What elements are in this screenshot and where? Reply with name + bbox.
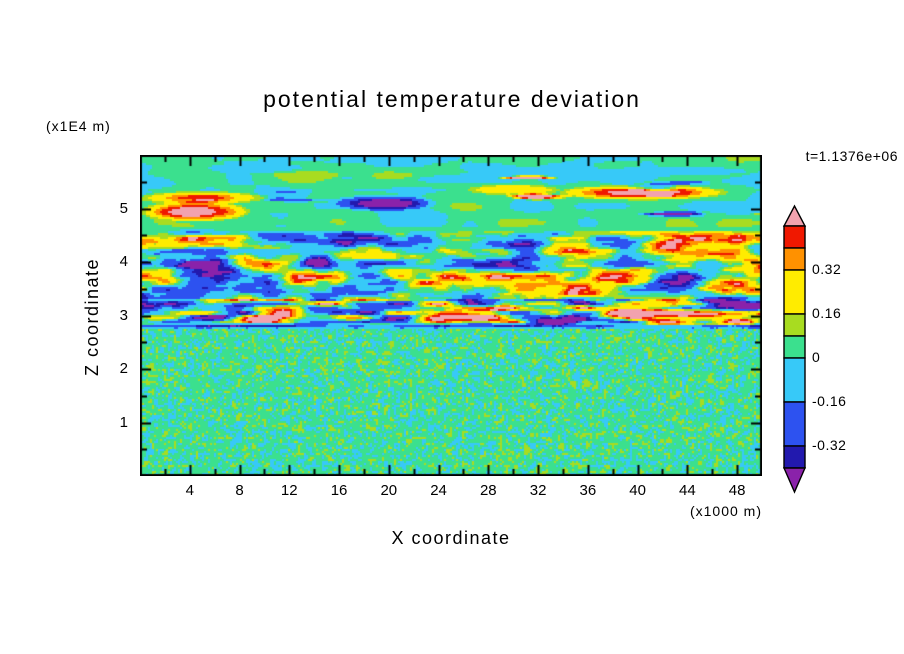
colorbar-label: 0.16 bbox=[812, 305, 842, 321]
x-tick-label: 16 bbox=[330, 482, 348, 499]
y-tick-label: 4 bbox=[119, 253, 128, 270]
x-tick-label: 24 bbox=[430, 482, 447, 499]
colorbar-label: -0.32 bbox=[812, 437, 847, 453]
x-axis-title: X coordinate bbox=[391, 528, 511, 548]
colorbar-segment bbox=[783, 313, 806, 337]
time-annotation: t=1.1376e+06 bbox=[805, 148, 898, 164]
x-tick-label: 20 bbox=[380, 482, 398, 499]
y-axis-unit-label: (x1E4 m) bbox=[46, 118, 111, 134]
x-tick-label: 44 bbox=[679, 482, 696, 499]
x-tick-label: 12 bbox=[280, 482, 298, 499]
colorbar-arrow-top bbox=[782, 204, 807, 227]
colorbar-segment bbox=[783, 269, 806, 315]
y-tick-label: 3 bbox=[119, 306, 128, 324]
colorbar-segment bbox=[783, 445, 806, 469]
y-tick-label: 1 bbox=[119, 413, 128, 431]
x-tick-label: 4 bbox=[185, 482, 194, 499]
colorbar-segment bbox=[783, 247, 806, 271]
x-tick-label: 48 bbox=[728, 482, 746, 499]
colorbar-label: 0 bbox=[812, 349, 821, 365]
x-tick-label: 36 bbox=[579, 482, 597, 499]
colorbar-label: -0.16 bbox=[812, 393, 847, 409]
x-tick-label: 40 bbox=[629, 482, 646, 499]
colorbar-arrow-bottom bbox=[782, 467, 807, 494]
x-tick-label: 32 bbox=[529, 482, 547, 499]
x-tick-label: 28 bbox=[479, 482, 497, 499]
colorbar-segment bbox=[783, 335, 806, 359]
colorbar-segment bbox=[783, 225, 806, 249]
colorbar bbox=[782, 204, 807, 494]
colorbar-label: 0.32 bbox=[812, 261, 842, 277]
y-tick-label: 2 bbox=[119, 360, 128, 377]
contour-field-canvas bbox=[140, 155, 762, 476]
x-tick-label: 8 bbox=[235, 482, 244, 499]
colorbar-segment bbox=[783, 401, 806, 447]
y-tick-label: 5 bbox=[119, 199, 128, 217]
colorbar-segment bbox=[783, 357, 806, 403]
x-axis-unit-label: (x1000 m) bbox=[689, 503, 762, 519]
plot-title: potential temperature deviation bbox=[263, 86, 641, 112]
